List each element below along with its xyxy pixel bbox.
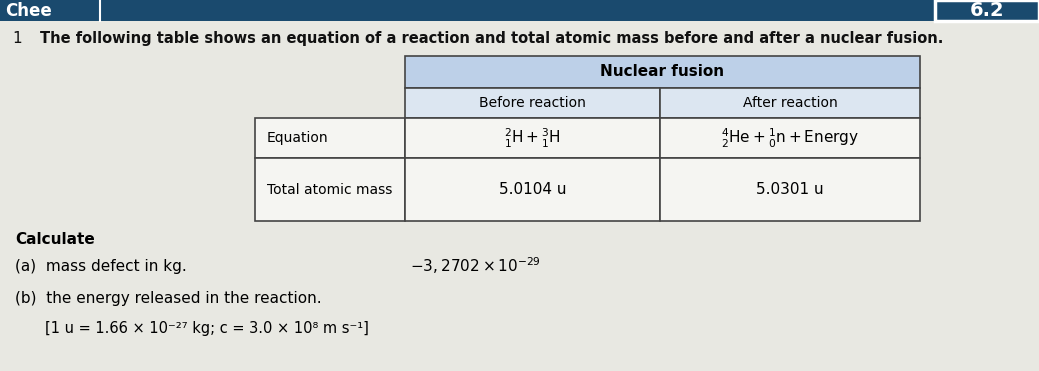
Text: The following table shows an equation of a reaction and total atomic mass before: The following table shows an equation of… — [39, 30, 943, 46]
FancyBboxPatch shape — [0, 0, 1039, 21]
Text: Total atomic mass: Total atomic mass — [267, 183, 393, 197]
FancyBboxPatch shape — [660, 118, 920, 158]
Text: $^{2}_{1}\mathrm{H} + ^{3}_{1}\mathrm{H}$: $^{2}_{1}\mathrm{H} + ^{3}_{1}\mathrm{H}… — [504, 127, 561, 150]
Text: Before reaction: Before reaction — [479, 96, 586, 110]
FancyBboxPatch shape — [0, 21, 1039, 371]
Text: 6.2: 6.2 — [969, 1, 1005, 20]
Text: 5.0104 u: 5.0104 u — [499, 182, 566, 197]
Text: (a)  mass defect in kg.: (a) mass defect in kg. — [15, 259, 187, 273]
FancyBboxPatch shape — [405, 56, 920, 88]
Text: $-3, 2702 \times 10^{-29}$: $-3, 2702 \times 10^{-29}$ — [410, 256, 541, 276]
Text: 5.0301 u: 5.0301 u — [756, 182, 824, 197]
FancyBboxPatch shape — [405, 118, 660, 158]
Text: [1 u = 1.66 × 10⁻²⁷ kg; c = 3.0 × 10⁸ m s⁻¹]: [1 u = 1.66 × 10⁻²⁷ kg; c = 3.0 × 10⁸ m … — [45, 321, 369, 335]
FancyBboxPatch shape — [405, 158, 660, 221]
Text: Calculate: Calculate — [15, 232, 95, 246]
Text: Nuclear fusion: Nuclear fusion — [601, 65, 724, 79]
Text: (b)  the energy released in the reaction.: (b) the energy released in the reaction. — [15, 290, 322, 305]
FancyBboxPatch shape — [935, 0, 1039, 21]
FancyBboxPatch shape — [660, 158, 920, 221]
FancyBboxPatch shape — [255, 118, 405, 158]
Text: 1: 1 — [12, 30, 22, 46]
FancyBboxPatch shape — [405, 88, 660, 118]
Text: Equation: Equation — [267, 131, 328, 145]
FancyBboxPatch shape — [660, 88, 920, 118]
FancyBboxPatch shape — [255, 158, 405, 221]
Text: Chee: Chee — [5, 1, 52, 20]
Text: After reaction: After reaction — [743, 96, 837, 110]
Text: $^{4}_{2}\mathrm{He} + ^{1}_{0}\mathrm{n} + \mathrm{Energy}$: $^{4}_{2}\mathrm{He} + ^{1}_{0}\mathrm{n… — [721, 127, 859, 150]
